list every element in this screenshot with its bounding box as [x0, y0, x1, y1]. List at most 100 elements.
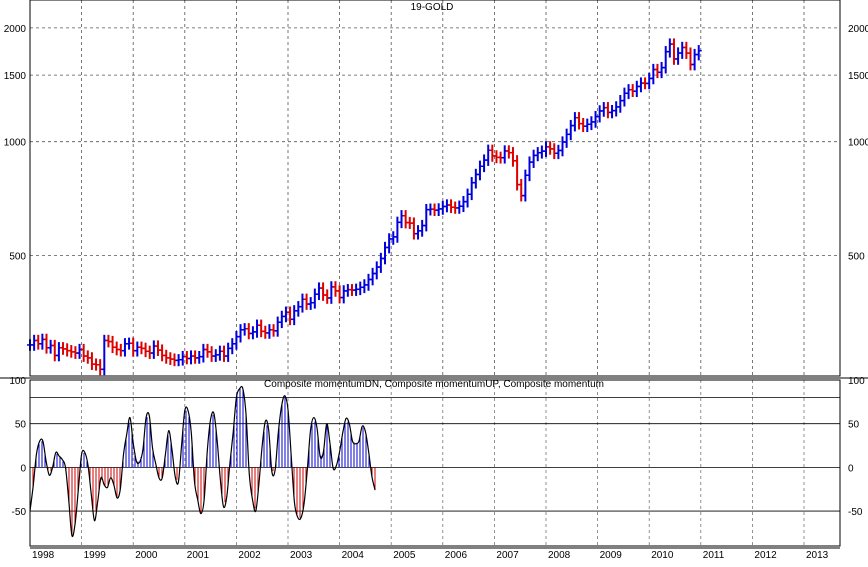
price-bar [146, 345, 153, 359]
price-bar [303, 293, 310, 310]
price-bar [410, 217, 417, 240]
momentum-tick-label-right: 50 [848, 420, 860, 431]
price-bar [555, 144, 562, 160]
price-bar [625, 84, 632, 100]
price-bar [609, 105, 616, 119]
price-bar [365, 273, 372, 291]
price-bar [394, 216, 401, 243]
price-bar [633, 80, 640, 98]
price-bar [47, 339, 54, 354]
price-bar [55, 342, 62, 362]
price-bar [398, 210, 405, 229]
price-bar [121, 338, 128, 357]
year-label: 2000 [135, 550, 158, 561]
price-bar [134, 341, 141, 357]
price-bar [662, 46, 669, 74]
momentum-tick-label-left: 100 [9, 376, 26, 387]
price-bar [340, 285, 347, 304]
price-bar [216, 345, 223, 361]
price-tick-label-left: 500 [9, 251, 26, 262]
year-label: 2010 [651, 550, 674, 561]
price-bar [563, 128, 570, 148]
price-bar [254, 319, 261, 338]
price-bar [369, 267, 376, 286]
price-bar [658, 61, 665, 79]
price-bar [637, 77, 644, 93]
momentum-panel-border [29, 379, 841, 547]
price-bar [208, 346, 215, 362]
price-bar [485, 144, 492, 166]
price-bar [646, 72, 653, 90]
year-label: 2007 [496, 550, 519, 561]
price-bar [679, 41, 686, 59]
price-bar [43, 333, 50, 354]
momentum-tick-label-right: 0 [848, 463, 854, 474]
price-panel-border [29, 0, 841, 377]
year-label: 1998 [32, 550, 55, 561]
price-bar [80, 343, 87, 362]
price-bar [613, 101, 620, 117]
price-bar [402, 210, 409, 229]
price-bar [278, 310, 285, 329]
momentum-series [29, 385, 376, 538]
price-bar [51, 339, 58, 362]
momentum-tick-label-left: 50 [15, 420, 27, 431]
year-label: 2005 [393, 550, 416, 561]
price-bar [604, 102, 611, 119]
price-bar [84, 350, 91, 364]
price-bar [320, 282, 327, 301]
price-bar [675, 47, 682, 65]
price-bar [192, 350, 199, 364]
price-bar [221, 345, 228, 362]
price-bar [456, 200, 463, 214]
price-bar [501, 145, 508, 164]
price-bar [584, 118, 591, 133]
price-chart-title: 19-GOLD [411, 2, 454, 13]
price-bar [489, 144, 496, 162]
price-grid [29, 0, 840, 376]
price-tick-label-right: 2000 [848, 24, 868, 35]
chart-frame [0, 0, 868, 549]
price-bar [419, 219, 426, 237]
price-bar [534, 147, 541, 162]
price-bars [27, 38, 702, 376]
price-bar [687, 47, 694, 71]
price-bar [464, 188, 471, 208]
price-bar [328, 281, 335, 304]
year-label: 2008 [548, 550, 571, 561]
price-bar [695, 45, 702, 61]
price-bar [35, 334, 42, 350]
price-bar [683, 41, 690, 59]
price-bar [691, 48, 698, 71]
price-bar [600, 102, 607, 117]
price-bar [443, 199, 450, 213]
price-bar [592, 110, 599, 128]
price-bar [130, 337, 137, 357]
price-bar [336, 285, 343, 304]
price-bar [543, 141, 549, 157]
price-bar [588, 116, 595, 131]
year-label: 2009 [600, 550, 623, 561]
price-bar [518, 178, 525, 202]
price-bar [64, 343, 71, 357]
price-bar [509, 147, 516, 167]
price-bar [596, 105, 603, 123]
price-bar [476, 160, 483, 181]
price-bar [39, 333, 46, 350]
price-bar [538, 145, 545, 159]
price-tick-label-left: 1000 [4, 138, 27, 149]
price-tick-label-right: 1000 [848, 138, 868, 149]
price-bar [332, 281, 339, 297]
price-bar [299, 293, 306, 313]
price-bar [361, 279, 368, 294]
year-label: 2013 [806, 550, 829, 561]
price-bar [530, 149, 537, 168]
price-bar [150, 340, 157, 359]
price-bar [88, 352, 95, 370]
price-bar [266, 324, 273, 339]
price-bar [522, 169, 529, 202]
price-bar [245, 323, 252, 340]
price-bar [225, 342, 232, 362]
